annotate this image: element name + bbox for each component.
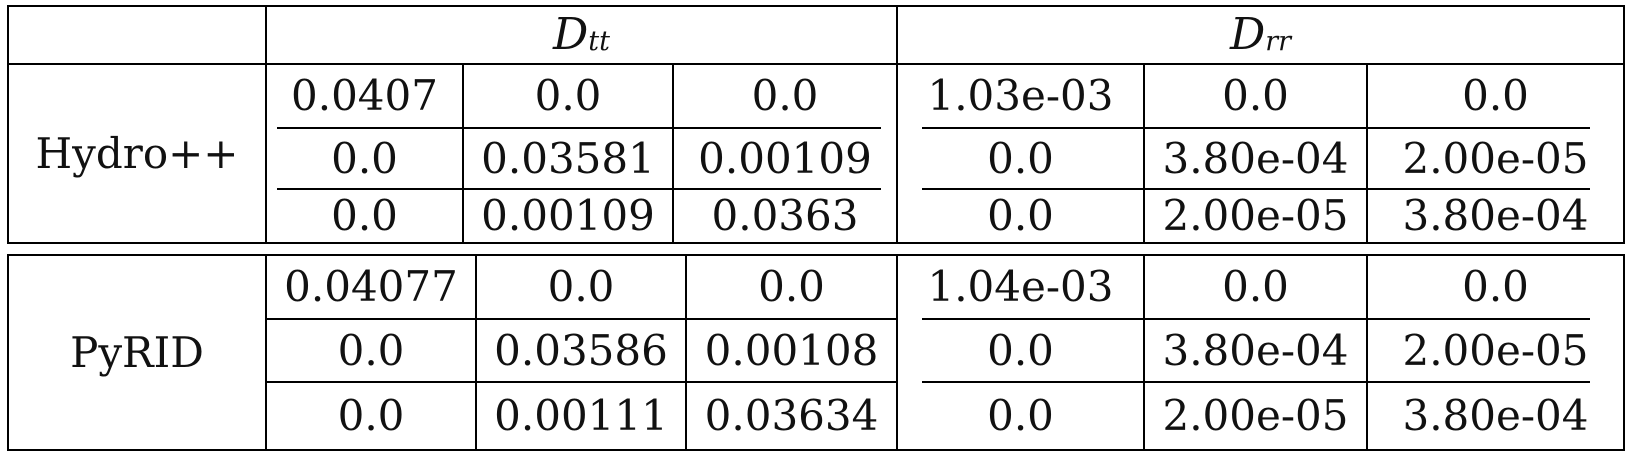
matrix-cell: 0.0 bbox=[534, 71, 602, 120]
label-column-divider bbox=[265, 5, 267, 244]
matrix-cell: 3.80e-04 bbox=[1162, 133, 1349, 183]
matrix-cell: 0.00109 bbox=[698, 133, 872, 183]
header-drr-subscript: rr bbox=[1265, 25, 1292, 57]
dtt-drr-divider bbox=[896, 5, 898, 244]
matrix-cell: 0.03586 bbox=[494, 325, 668, 375]
drr-row-rule bbox=[922, 381, 1590, 383]
matrix-cell: 3.80e-04 bbox=[1402, 191, 1589, 240]
matrix-cell: 1.04e-03 bbox=[927, 262, 1114, 311]
matrix-cell: 0.03581 bbox=[481, 133, 655, 183]
dtt-col-divider bbox=[475, 254, 477, 451]
matrix-cell: 0.00109 bbox=[481, 191, 655, 240]
table-bottom-frame bbox=[7, 254, 1625, 451]
dtt-row-rule bbox=[277, 188, 881, 190]
matrix-cell: 0.0 bbox=[987, 391, 1054, 440]
dtt-drr-divider bbox=[896, 254, 898, 451]
dtt-row-rule bbox=[265, 318, 898, 320]
header-dtt-symbol: D bbox=[553, 9, 589, 60]
header-separator bbox=[7, 63, 1625, 65]
row-label-pyrid: PyRID bbox=[70, 327, 204, 377]
matrix-cell: 0.0 bbox=[751, 71, 819, 120]
table-top-frame bbox=[7, 5, 1625, 244]
matrix-cell: 0.0 bbox=[337, 325, 405, 375]
matrix-cell: 0.0363 bbox=[711, 191, 859, 240]
drr-row-rule bbox=[922, 318, 1590, 320]
dtt-col-divider bbox=[462, 63, 464, 244]
matrix-cell: 3.80e-04 bbox=[1402, 391, 1589, 440]
drr-col-divider bbox=[1143, 63, 1145, 244]
drr-row-rule bbox=[922, 127, 1590, 129]
dtt-col-divider bbox=[685, 254, 687, 451]
matrix-cell: 1.03e-03 bbox=[927, 71, 1114, 120]
matrix-cell: 0.0 bbox=[1462, 262, 1529, 311]
matrix-cell: 3.80e-04 bbox=[1162, 325, 1349, 375]
matrix-cell: 0.0 bbox=[337, 391, 405, 440]
label-column-divider bbox=[265, 254, 267, 451]
matrix-cell: 0.03634 bbox=[704, 391, 879, 440]
matrix-cell: 2.00e-05 bbox=[1402, 325, 1589, 375]
dtt-row-rule bbox=[277, 127, 881, 129]
drr-col-divider bbox=[1143, 254, 1145, 451]
matrix-cell: 0.0 bbox=[1462, 71, 1529, 120]
matrix-cell: 0.0 bbox=[758, 262, 825, 311]
matrix-cell: 0.00111 bbox=[494, 391, 668, 440]
drr-col-divider bbox=[1366, 63, 1368, 244]
matrix-cell: 0.00108 bbox=[704, 325, 879, 375]
matrix-cell: 2.00e-05 bbox=[1402, 133, 1589, 183]
matrix-cell: 0.0 bbox=[547, 262, 615, 311]
matrix-cell: 0.0 bbox=[331, 133, 398, 183]
matrix-cell: 0.0407 bbox=[291, 71, 438, 120]
header-dtt-subscript: tt bbox=[588, 25, 610, 57]
matrix-cell: 0.0 bbox=[331, 191, 398, 240]
matrix-cell: 0.0 bbox=[1222, 71, 1289, 120]
matrix-cell: 0.0 bbox=[1222, 262, 1289, 311]
row-label-hydro: Hydro++ bbox=[35, 128, 239, 178]
matrix-cell: 0.0 bbox=[987, 191, 1054, 240]
header-drr-symbol: D bbox=[1229, 9, 1266, 60]
dtt-col-divider bbox=[672, 63, 674, 244]
drr-col-divider bbox=[1366, 254, 1368, 451]
matrix-cell: 0.0 bbox=[987, 325, 1054, 375]
matrix-cell: 0.0 bbox=[987, 133, 1054, 183]
matrix-cell: 0.04077 bbox=[284, 262, 458, 311]
drr-row-rule bbox=[922, 188, 1590, 190]
dtt-row-rule bbox=[265, 381, 898, 383]
matrix-cell: 2.00e-05 bbox=[1162, 191, 1349, 240]
matrix-cell: 2.00e-05 bbox=[1162, 391, 1349, 440]
